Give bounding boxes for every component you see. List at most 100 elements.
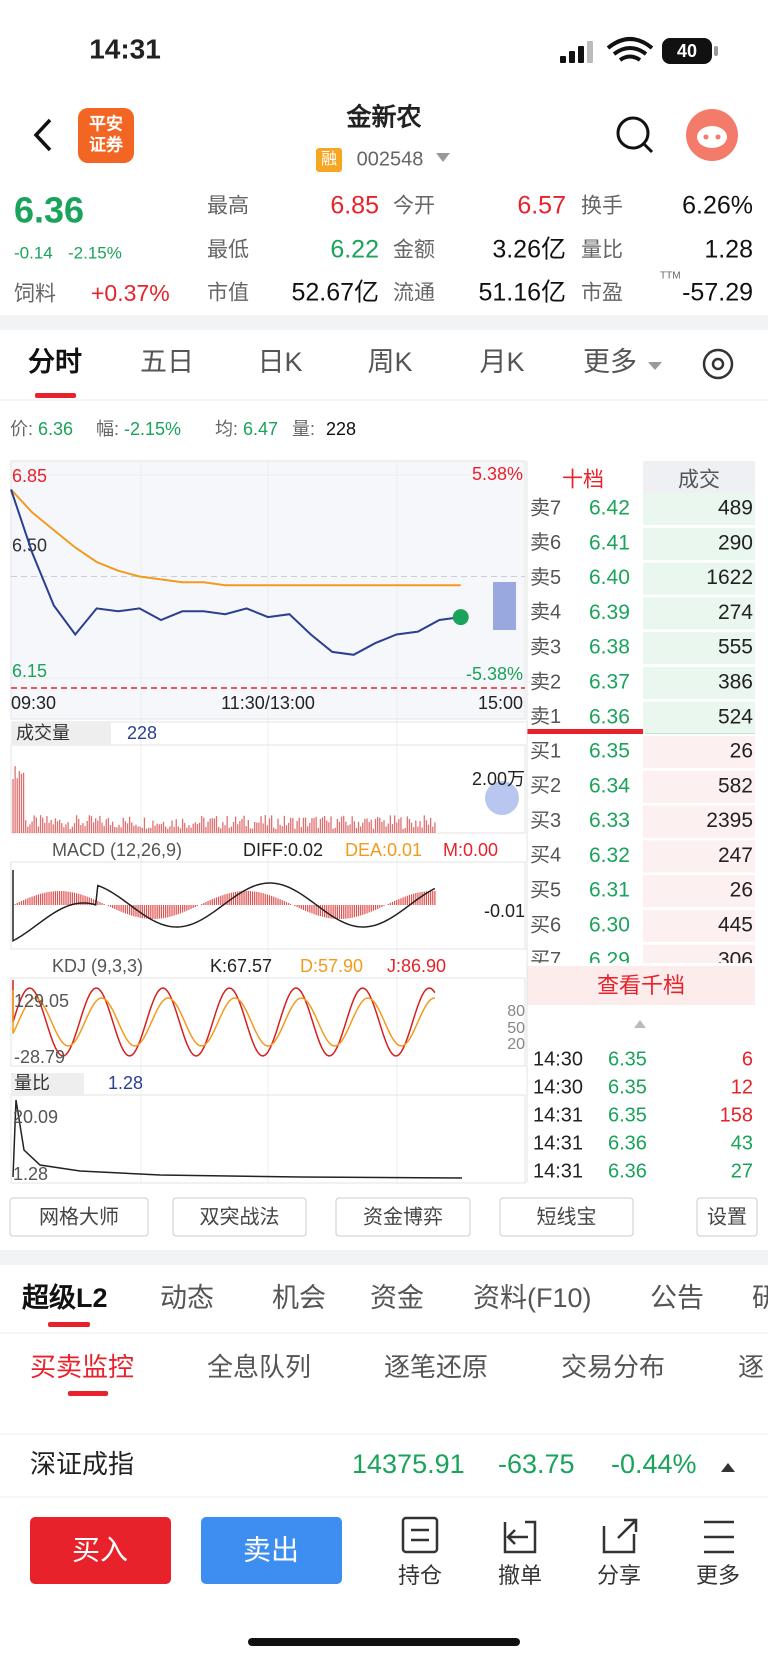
tool-button[interactable] bbox=[9, 1197, 149, 1237]
macd-line bbox=[12, 870, 436, 943]
book-label: 卖4 bbox=[530, 601, 561, 624]
label-box[interactable] bbox=[11, 722, 111, 745]
dropdown[interactable] bbox=[436, 153, 450, 162]
settings-button[interactable] bbox=[702, 348, 734, 380]
chart-tab[interactable]: 日K bbox=[257, 347, 302, 377]
section-tab[interactable]: 资料(F10) bbox=[473, 1283, 592, 1313]
section-tab[interactable]: 超级L2 bbox=[22, 1282, 108, 1313]
tool-button[interactable] bbox=[172, 1197, 307, 1237]
book-label: 卖1 bbox=[530, 705, 561, 728]
trade-volume: 12 bbox=[731, 1076, 753, 1098]
sub-tab[interactable]: 交易分布 bbox=[561, 1352, 665, 1382]
dropdown[interactable] bbox=[648, 362, 662, 370]
more-depth[interactable]: 查看千档 bbox=[597, 973, 685, 998]
chart-tab[interactable]: 月K bbox=[479, 347, 524, 377]
search-button[interactable] bbox=[616, 116, 654, 154]
section-tab[interactable]: 公告 bbox=[650, 1283, 704, 1313]
axis-label: -0.01 bbox=[484, 901, 525, 921]
section-tab[interactable]: 动态 bbox=[160, 1283, 214, 1313]
panel-value: 1.28 bbox=[108, 1073, 143, 1093]
tool-label[interactable]: 资金博弈 bbox=[363, 1205, 443, 1228]
book-price: 6.34 bbox=[589, 774, 630, 797]
axis-label: 50 bbox=[507, 1020, 525, 1037]
book-label: 买7 bbox=[530, 949, 561, 971]
macd-m: M:0.00 bbox=[443, 840, 498, 860]
panel-label[interactable]: MACD (12,26,9) bbox=[52, 840, 182, 860]
info-value: 228 bbox=[326, 419, 356, 439]
scroll-up[interactable] bbox=[634, 1020, 646, 1028]
y-tick-label: 6.85 bbox=[12, 466, 47, 486]
x-tick-label: 11:30/13:00 bbox=[221, 693, 315, 713]
sub-tab[interactable]: 逐笔还原 bbox=[384, 1352, 488, 1382]
book-header[interactable]: 成交 bbox=[678, 469, 720, 492]
stat-value: 6.85 bbox=[330, 192, 379, 220]
section-tab[interactable]: 机会 bbox=[272, 1283, 326, 1313]
buy-button[interactable] bbox=[30, 1517, 171, 1584]
sell-button[interactable] bbox=[201, 1517, 342, 1584]
book-price: 6.39 bbox=[589, 601, 630, 624]
kdj-j bbox=[12, 980, 436, 1057]
pct-low: -5.38% bbox=[466, 664, 523, 684]
trade-time: 14:30 bbox=[533, 1076, 583, 1098]
book-header[interactable]: 十档 bbox=[562, 469, 604, 492]
buy-label[interactable]: 买入 bbox=[72, 1534, 128, 1565]
expand[interactable] bbox=[721, 1463, 735, 1472]
chart-tab[interactable]: 分时 bbox=[28, 347, 82, 377]
tab-indicator bbox=[48, 1322, 90, 1327]
sell-label[interactable]: 卖出 bbox=[243, 1534, 299, 1565]
kdj-k: K:67.57 bbox=[210, 956, 272, 976]
stock-name: 金新农 bbox=[345, 103, 421, 132]
more-bg[interactable] bbox=[527, 966, 755, 1005]
chart-tab[interactable]: 更多 bbox=[583, 347, 637, 377]
book-price: 6.38 bbox=[589, 636, 630, 659]
home-indicator bbox=[248, 1638, 520, 1646]
book-price: 6.42 bbox=[589, 497, 630, 520]
back-button[interactable] bbox=[33, 118, 52, 152]
row-bg bbox=[643, 736, 755, 768]
book-label: 卖3 bbox=[530, 635, 561, 658]
book-volume: 445 bbox=[718, 914, 753, 937]
index-pct: -0.44% bbox=[611, 1449, 697, 1479]
row-bg bbox=[643, 910, 755, 942]
row-bg bbox=[643, 632, 755, 665]
sub-tab[interactable]: 逐 bbox=[738, 1352, 764, 1382]
tool-button[interactable] bbox=[696, 1197, 758, 1237]
book-price: 6.41 bbox=[589, 531, 630, 554]
sub-tab[interactable]: 买卖监控 bbox=[30, 1352, 134, 1382]
sector: 饲料 bbox=[14, 283, 56, 306]
section-tab[interactable]: 研 bbox=[752, 1283, 768, 1313]
chart-tab[interactable]: 五日 bbox=[140, 347, 194, 377]
avatar[interactable] bbox=[686, 109, 738, 161]
x-tick-label: 15:00 bbox=[478, 693, 523, 713]
tool-label[interactable]: 双突战法 bbox=[200, 1205, 280, 1228]
panel-label[interactable]: 成交量 bbox=[16, 723, 70, 743]
label-box[interactable] bbox=[11, 1073, 84, 1096]
book-volume: 582 bbox=[718, 774, 753, 797]
index-name[interactable]: 深证成指 bbox=[30, 1449, 134, 1479]
action-label[interactable]: 持仓 bbox=[398, 1563, 442, 1588]
panel-label[interactable]: 量比 bbox=[14, 1073, 50, 1093]
panel-label[interactable]: KDJ (9,3,3) bbox=[52, 956, 143, 976]
separator bbox=[527, 729, 643, 734]
stat-label: 市值 bbox=[207, 282, 249, 305]
divider bbox=[0, 1250, 768, 1265]
section-tab[interactable]: 资金 bbox=[370, 1283, 424, 1313]
trade-time: 14:31 bbox=[533, 1161, 583, 1183]
status-icons bbox=[560, 37, 718, 64]
index-value: 14375.91 bbox=[352, 1449, 465, 1479]
tool-label[interactable]: 网格大师 bbox=[39, 1205, 119, 1228]
tool-button[interactable] bbox=[335, 1197, 471, 1237]
tool-button[interactable] bbox=[499, 1197, 634, 1237]
book-price: 6.33 bbox=[589, 809, 630, 832]
tool-label[interactable]: 短线宝 bbox=[537, 1205, 597, 1228]
action-label[interactable]: 撤单 bbox=[498, 1563, 542, 1588]
action-label[interactable]: 分享 bbox=[597, 1563, 641, 1588]
order-book: 卖7 6.42 489 卖6 6.41 290 卖5 6.40 1622 卖4 6.39 274 卖3 6… bbox=[530, 493, 755, 971]
tool-label[interactable]: 设置 bbox=[707, 1205, 747, 1228]
chart-tab[interactable]: 周K bbox=[367, 347, 412, 377]
book-label: 买3 bbox=[530, 810, 561, 832]
action-label[interactable]: 更多 bbox=[696, 1563, 740, 1588]
sub-tab[interactable]: 全息队列 bbox=[207, 1352, 311, 1382]
row-bg bbox=[643, 805, 755, 838]
